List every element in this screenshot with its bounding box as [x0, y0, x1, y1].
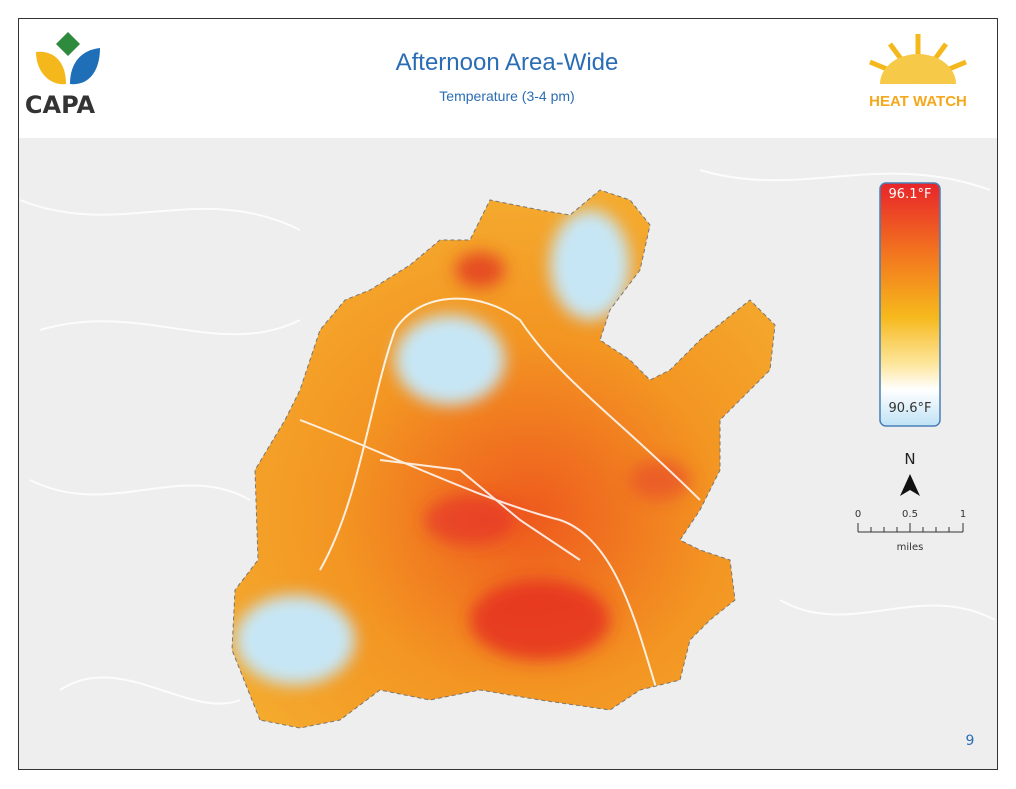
- north-label: N: [904, 450, 915, 468]
- heat-watch-logo: HEAT WATCH: [869, 34, 967, 110]
- logo-text: CAPA: [25, 91, 96, 119]
- badge-text: HEAT WATCH: [869, 93, 967, 110]
- scale-label: 1: [960, 509, 966, 520]
- scale-label: 0: [855, 509, 861, 520]
- scale-unit: miles: [897, 542, 924, 553]
- legend-max: 96.1°F: [889, 187, 932, 202]
- city-boundary: [231, 189, 776, 729]
- north-arrow: N: [900, 450, 920, 496]
- scale-bar: 0 0.5 1 miles: [855, 509, 966, 553]
- temperature-legend: 96.1°F 90.6°F: [879, 182, 941, 427]
- capa-logo: CAPA: [25, 32, 100, 119]
- scale-label: 0.5: [902, 509, 918, 520]
- page-number: 9: [966, 733, 975, 749]
- hillshade: [19, 169, 996, 705]
- legend-min: 90.6°F: [889, 401, 932, 416]
- title: Afternoon Area-Wide: [396, 49, 619, 76]
- subtitle: Temperature (3-4 pm): [439, 88, 574, 104]
